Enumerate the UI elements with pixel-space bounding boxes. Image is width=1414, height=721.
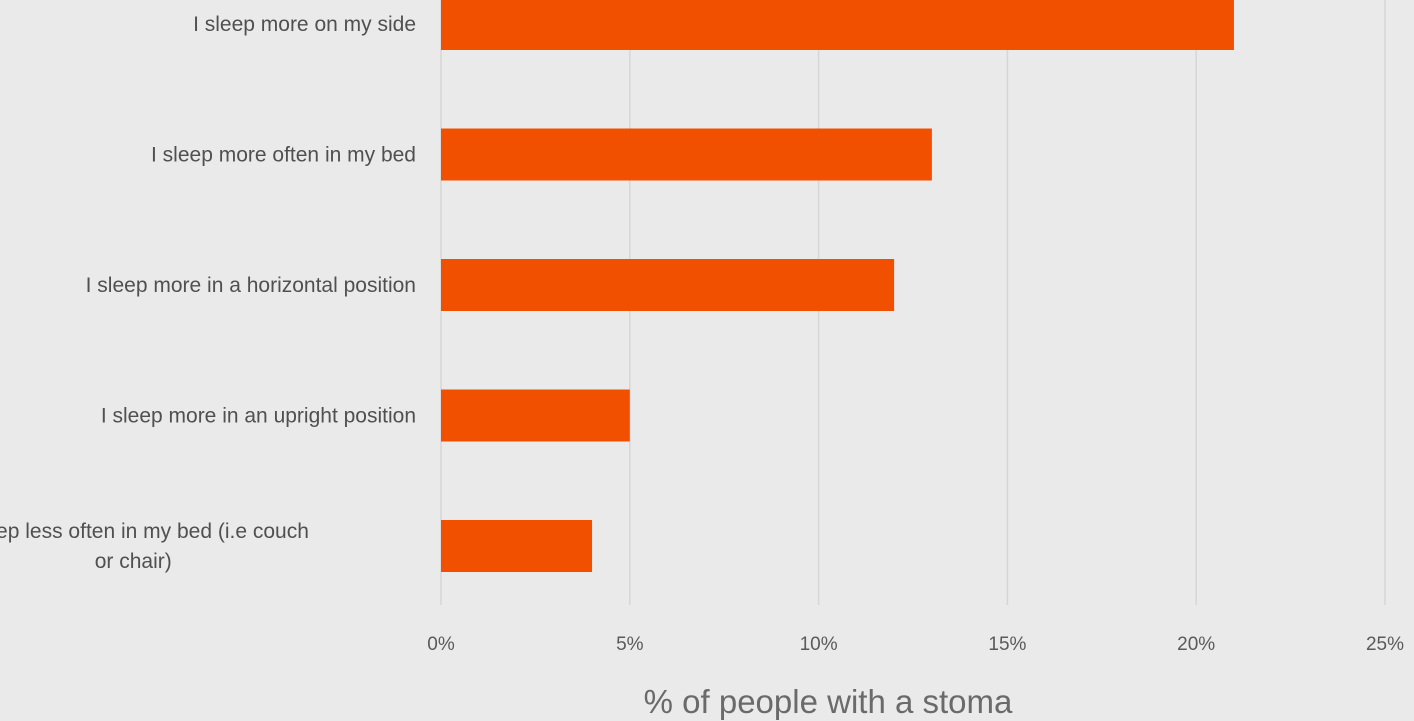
category-label-line-2-0: I sleep more in a horizontal position <box>86 274 416 297</box>
x-tick-label-1: 5% <box>616 634 644 655</box>
x-tick-label-3: 15% <box>988 634 1026 655</box>
category-label-line-4-1: or chair) <box>95 550 172 573</box>
x-tick-label-0: 0% <box>427 634 455 655</box>
category-label-line-4-0: I sleep less often in my bed (i.e couch <box>0 520 309 543</box>
bar-1 <box>441 128 932 181</box>
category-labels: I sleep more on my side I sleep more ofte… <box>0 13 416 573</box>
x-tick-labels: 0% 5% 10% 15% 20% 25% <box>427 634 1404 655</box>
x-tick-label-2: 10% <box>800 634 838 655</box>
category-label-0: I sleep more on my side <box>193 13 416 36</box>
x-tick-label-5: 25% <box>1366 634 1404 655</box>
bar-2 <box>441 259 895 311</box>
category-label-1: I sleep more often in my bed <box>151 144 416 167</box>
category-label-2: I sleep more in a horizontal position <box>86 274 416 297</box>
category-label-line-0-0: I sleep more on my side <box>193 13 416 36</box>
category-label-4: I sleep less often in my bed (i.e couch o… <box>0 520 309 573</box>
bar-4 <box>441 520 593 572</box>
category-label-3: I sleep more in an upright position <box>101 405 416 428</box>
bar-3 <box>441 389 630 442</box>
x-axis-title: % of people with a stoma <box>644 683 1013 720</box>
x-tick-label-4: 20% <box>1177 634 1215 655</box>
bar-0 <box>441 0 1234 50</box>
category-label-line-1-0: I sleep more often in my bed <box>151 144 416 167</box>
category-label-line-3-0: I sleep more in an upright position <box>101 405 416 428</box>
bars <box>441 0 1234 572</box>
